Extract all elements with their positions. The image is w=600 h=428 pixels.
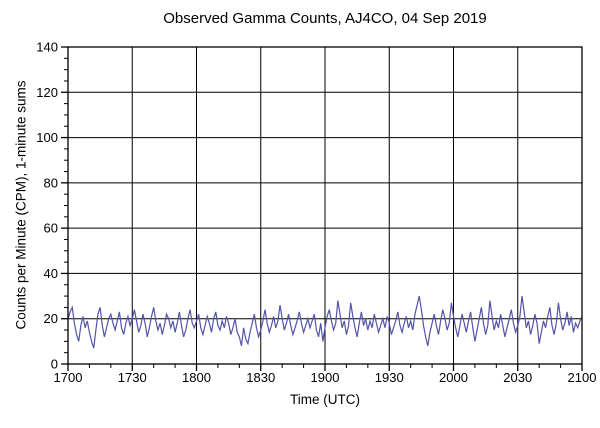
y-tick-label: 100 (36, 130, 58, 145)
x-tick-label: 1700 (54, 370, 83, 385)
y-tick-label: 40 (44, 266, 58, 281)
x-tick-label: 2030 (503, 370, 532, 385)
x-tick-label: 1900 (311, 370, 340, 385)
chart-title: Observed Gamma Counts, AJ4CO, 04 Sep 201… (163, 10, 487, 27)
x-tick-label: 2000 (439, 370, 468, 385)
y-tick-label: 60 (44, 221, 58, 236)
y-tick-label: 20 (44, 311, 58, 326)
x-tick-label: 2100 (568, 370, 597, 385)
x-tick-label: 1800 (182, 370, 211, 385)
y-tick-label: 120 (36, 85, 58, 100)
x-tick-label: 1930 (375, 370, 404, 385)
y-tick-label: 0 (51, 357, 58, 372)
gamma-counts-line (67, 295, 583, 349)
y-tick-label: 80 (44, 175, 58, 190)
x-tick-label: 1830 (246, 370, 275, 385)
x-tick-label: 1730 (118, 370, 147, 385)
x-axis-label: Time (UTC) (290, 392, 360, 407)
y-tick-label: 140 (36, 40, 58, 55)
